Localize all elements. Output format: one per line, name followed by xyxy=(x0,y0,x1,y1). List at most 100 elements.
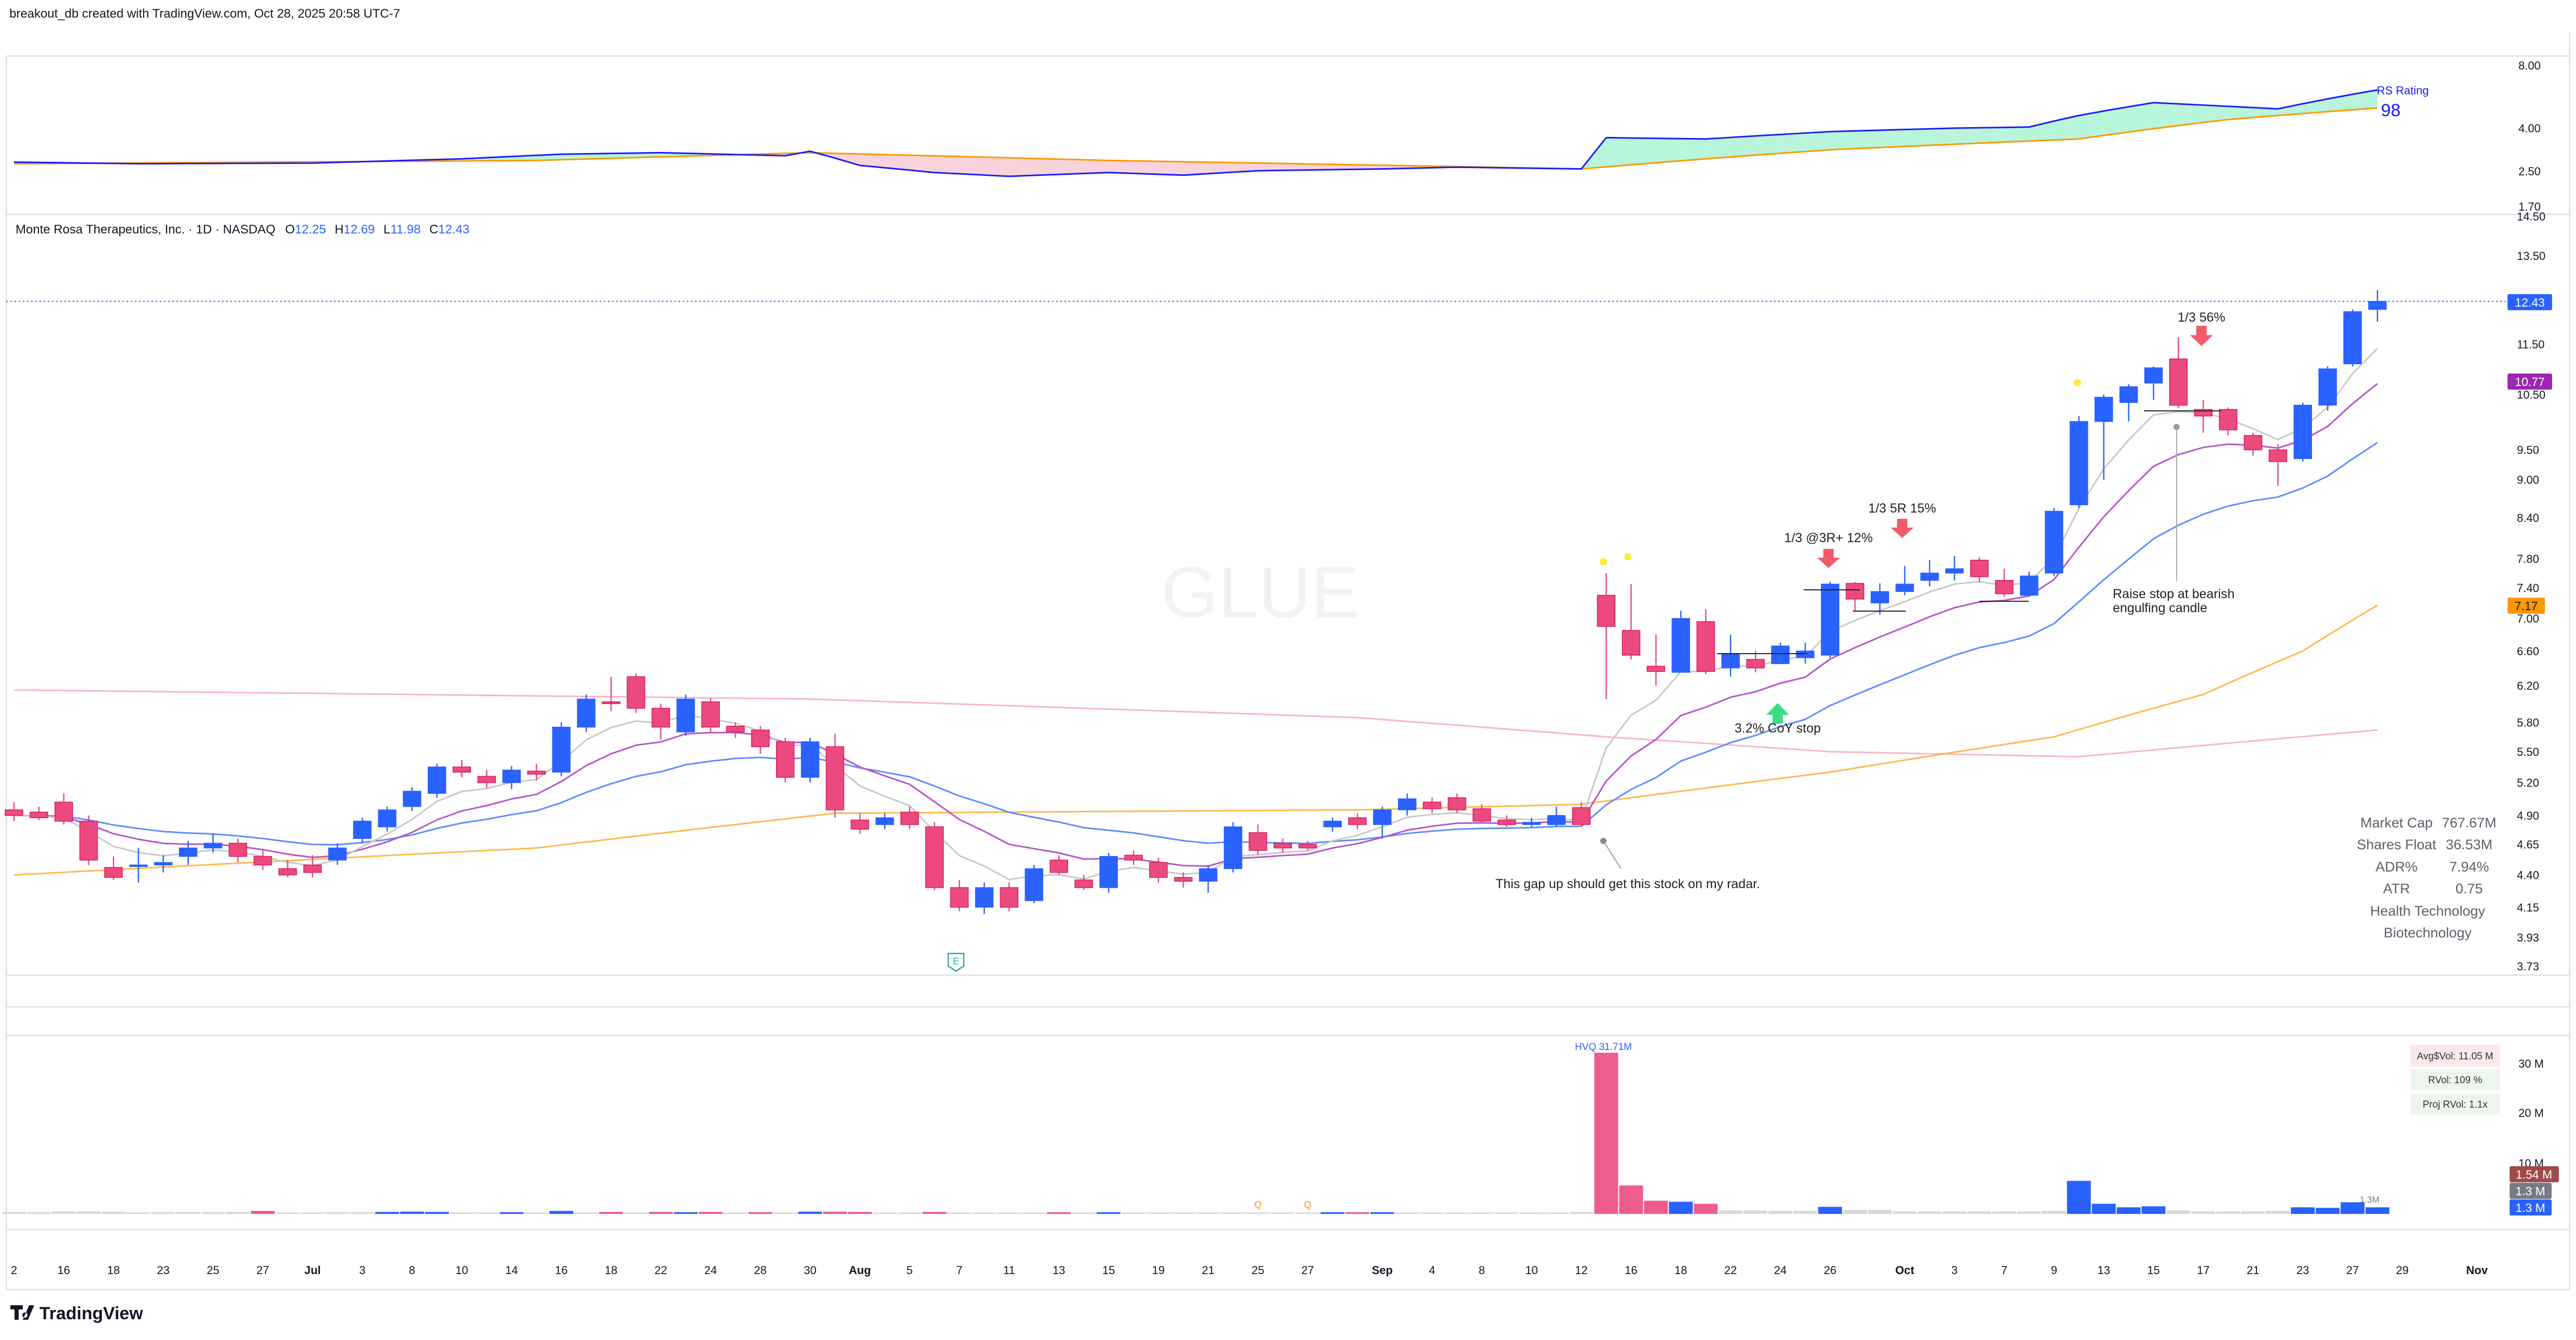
candle[interactable] xyxy=(1422,797,1442,813)
candle[interactable] xyxy=(2094,394,2113,480)
candle[interactable] xyxy=(1199,865,1217,893)
candle[interactable] xyxy=(2219,407,2238,436)
candle[interactable] xyxy=(652,703,670,740)
candle[interactable] xyxy=(228,838,247,863)
symbol-legend[interactable]: Monte Rosa Therapeutics, Inc. · 1D · NAS… xyxy=(16,223,469,237)
candle[interactable] xyxy=(1497,815,1516,827)
candle[interactable] xyxy=(1696,609,1715,674)
candle[interactable] xyxy=(1945,556,1964,581)
candle[interactable] xyxy=(2318,366,2337,411)
candle[interactable] xyxy=(900,806,919,830)
candle[interactable] xyxy=(1024,865,1044,904)
candle[interactable] xyxy=(1547,806,1566,827)
candle[interactable] xyxy=(950,880,969,911)
candle[interactable] xyxy=(825,734,844,818)
candle[interactable] xyxy=(328,843,347,865)
candle[interactable] xyxy=(353,818,372,844)
candle[interactable] xyxy=(527,764,546,781)
candle[interactable] xyxy=(1721,634,1740,677)
candle[interactable] xyxy=(2069,416,2088,508)
price-pane[interactable] xyxy=(5,289,2505,914)
candle[interactable] xyxy=(1671,611,1691,673)
candle[interactable] xyxy=(1846,582,1864,611)
candle[interactable] xyxy=(1298,840,1317,851)
candle[interactable] xyxy=(1472,804,1491,824)
candle[interactable] xyxy=(403,786,422,811)
candle[interactable] xyxy=(1920,560,1939,587)
candle[interactable] xyxy=(1348,813,1367,830)
time-axis[interactable]: 2 16 18 23 25 27 Jul 3 8 10 14 16 18 22 24 28 30 Aug 5 7 11 1… xyxy=(11,1264,2488,1277)
candle[interactable] xyxy=(2368,289,2387,322)
candle[interactable] xyxy=(1099,852,1118,893)
candle[interactable] xyxy=(1771,642,1790,665)
candle[interactable] xyxy=(104,856,123,880)
candle[interactable] xyxy=(2293,402,2312,462)
candle[interactable] xyxy=(2243,432,2263,456)
candle[interactable] xyxy=(925,822,944,890)
candle[interactable] xyxy=(1995,569,2014,597)
candle[interactable] xyxy=(79,815,98,865)
candle[interactable] xyxy=(502,766,521,790)
candle[interactable] xyxy=(1000,882,1019,911)
candle[interactable] xyxy=(850,813,869,834)
candle[interactable] xyxy=(1323,818,1342,832)
candle[interactable] xyxy=(1373,806,1392,839)
candle[interactable] xyxy=(2144,366,2163,400)
candle[interactable] xyxy=(975,882,994,914)
candle[interactable] xyxy=(1646,634,1666,686)
candle[interactable] xyxy=(2343,309,2362,367)
candle[interactable] xyxy=(1895,565,1914,596)
candle[interactable] xyxy=(154,855,173,873)
candle[interactable] xyxy=(1447,793,1466,813)
candle[interactable] xyxy=(701,698,720,732)
candle[interactable] xyxy=(2169,337,2188,408)
candle[interactable] xyxy=(253,850,272,870)
candle[interactable] xyxy=(1746,651,1765,672)
candle[interactable] xyxy=(1572,802,1591,827)
earnings-marker[interactable]: E xyxy=(947,952,965,972)
candle[interactable] xyxy=(1074,875,1093,890)
candle[interactable] xyxy=(627,673,645,713)
candle[interactable] xyxy=(2268,444,2288,486)
candle[interactable] xyxy=(1871,583,1889,615)
candle[interactable] xyxy=(875,813,894,830)
candle[interactable] xyxy=(676,694,695,736)
candle[interactable] xyxy=(577,694,595,732)
candle[interactable] xyxy=(1522,818,1541,827)
candle[interactable] xyxy=(1174,872,1193,888)
candle[interactable] xyxy=(427,764,447,798)
candle[interactable] xyxy=(5,802,23,821)
candle[interactable] xyxy=(1821,582,1839,658)
candle[interactable] xyxy=(278,860,297,878)
tradingview-logo[interactable]: TradingView xyxy=(10,1304,143,1323)
candle[interactable] xyxy=(552,722,571,777)
candle[interactable] xyxy=(1149,858,1168,883)
candle[interactable] xyxy=(1124,850,1143,865)
candle[interactable] xyxy=(726,722,745,738)
candle[interactable] xyxy=(751,726,770,754)
candle[interactable] xyxy=(2020,571,2039,597)
candle[interactable] xyxy=(1049,855,1069,875)
candle[interactable] xyxy=(1597,573,1616,699)
price-axis[interactable]: 14.50 13.50 11.50 10.50 9.50 9.00 8.40 7.80 7.40… xyxy=(2517,210,2545,973)
candle[interactable] xyxy=(602,676,620,711)
candle[interactable] xyxy=(2044,508,2063,576)
candle[interactable] xyxy=(452,759,472,778)
candle[interactable] xyxy=(800,738,820,783)
candle[interactable] xyxy=(776,738,795,783)
candle[interactable] xyxy=(1249,824,1267,855)
candle[interactable] xyxy=(477,770,496,788)
candle[interactable] xyxy=(54,793,73,825)
candle[interactable] xyxy=(2119,384,2138,422)
candle[interactable] xyxy=(129,848,148,883)
candle[interactable] xyxy=(378,806,397,832)
candle[interactable] xyxy=(1398,793,1417,816)
candle[interactable] xyxy=(178,840,198,865)
candle[interactable] xyxy=(303,855,322,878)
candle[interactable] xyxy=(1970,557,1989,582)
candle[interactable] xyxy=(1224,822,1242,873)
candle[interactable] xyxy=(1622,584,1641,660)
candle[interactable] xyxy=(30,806,48,820)
